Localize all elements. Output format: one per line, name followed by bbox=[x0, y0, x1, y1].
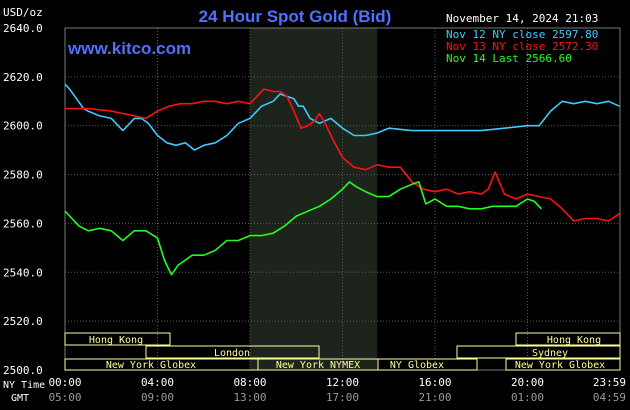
market-bar-ny-globex bbox=[377, 358, 478, 371]
market-bar-hong-kong-1 bbox=[64, 332, 171, 346]
x-axis-ticks: 00:00 05:00 04:00 09:00 08:00 13:00 12:00 17:00… bbox=[48, 376, 626, 404]
x-tick-ny: 00:00 bbox=[48, 376, 81, 389]
x-tick-ny: 23:59 bbox=[593, 376, 626, 389]
series-lines bbox=[64, 83, 620, 276]
nymex-session-shade bbox=[250, 28, 378, 370]
market-label-london: London bbox=[214, 348, 250, 359]
legend: Nov 12 NY close 2597.80 Nov 13 NY close … bbox=[446, 28, 598, 65]
x-tick-gmt: 01:00 bbox=[511, 391, 544, 404]
market-label-new-york-nymex: New York NYMEX bbox=[276, 360, 360, 371]
y-tick-label: 2620.0 bbox=[3, 71, 43, 84]
market-bar-london bbox=[145, 345, 320, 359]
market-bar-new-york-globex-2 bbox=[505, 358, 621, 371]
legend-nov13: Nov 13 NY close 2572.30 bbox=[446, 40, 598, 53]
x-tick-ny: 12:00 bbox=[326, 376, 359, 389]
y-tick-label: 2540.0 bbox=[3, 266, 43, 279]
x-tick-ny: 04:00 bbox=[141, 376, 174, 389]
y-axis-ticks: 2640.0 2620.0 2600.0 2580.0 2560.0 2540.0 2520… bbox=[3, 22, 43, 377]
market-label-new-york-globex-2: New York Globex bbox=[515, 360, 605, 371]
legend-nov14: Nov 14 Last 2566.60 bbox=[446, 52, 572, 65]
timestamp: November 14, 2024 21:03 bbox=[446, 12, 598, 25]
market-label-new-york-globex-1: New York Globex bbox=[106, 360, 196, 371]
kitco-watermark: www.kitco.com bbox=[67, 39, 191, 58]
ny-time-label: NY Time bbox=[3, 380, 45, 391]
series-line-0 bbox=[64, 83, 620, 151]
market-sessions: Hong Kong Hong Kong London Sydney New Yo… bbox=[64, 332, 621, 371]
series-line-2 bbox=[64, 181, 542, 276]
x-tick-gmt: 09:00 bbox=[141, 391, 174, 404]
x-tick-gmt: 04:59 bbox=[593, 391, 626, 404]
market-label-sydney: Sydney bbox=[532, 348, 568, 359]
x-tick-gmt: 21:00 bbox=[418, 391, 451, 404]
market-bar-sydney bbox=[456, 345, 621, 359]
x-tick-ny: 08:00 bbox=[233, 376, 266, 389]
market-label-hong-kong-2: Hong Kong bbox=[547, 335, 601, 346]
y-tick-label: 2580.0 bbox=[3, 169, 43, 182]
x-tick-gmt: 13:00 bbox=[233, 391, 266, 404]
market-bar-hong-kong-2 bbox=[515, 332, 621, 346]
chart-title: 24 Hour Spot Gold (Bid) bbox=[199, 7, 392, 26]
series-line-1 bbox=[65, 88, 620, 222]
x-tick-ny: 20:00 bbox=[511, 376, 544, 389]
y-tick-label: 2640.0 bbox=[3, 22, 43, 35]
y-tick-label: 2520.0 bbox=[3, 315, 43, 328]
x-tick-gmt: 05:00 bbox=[48, 391, 81, 404]
x-tick-gmt: 17:00 bbox=[326, 391, 359, 404]
x-tick-ny: 16:00 bbox=[418, 376, 451, 389]
legend-nov12: Nov 12 NY close 2597.80 bbox=[446, 28, 598, 41]
gmt-label: GMT bbox=[11, 393, 29, 404]
y-tick-label: 2600.0 bbox=[3, 120, 43, 133]
y-tick-label: 2560.0 bbox=[3, 217, 43, 230]
market-label-ny-globex: NY Globex bbox=[390, 360, 444, 371]
y-tick-label: 2500.0 bbox=[3, 364, 43, 377]
market-label-hong-kong-1: Hong Kong bbox=[89, 335, 143, 346]
unit-label: USD/oz bbox=[3, 6, 43, 19]
